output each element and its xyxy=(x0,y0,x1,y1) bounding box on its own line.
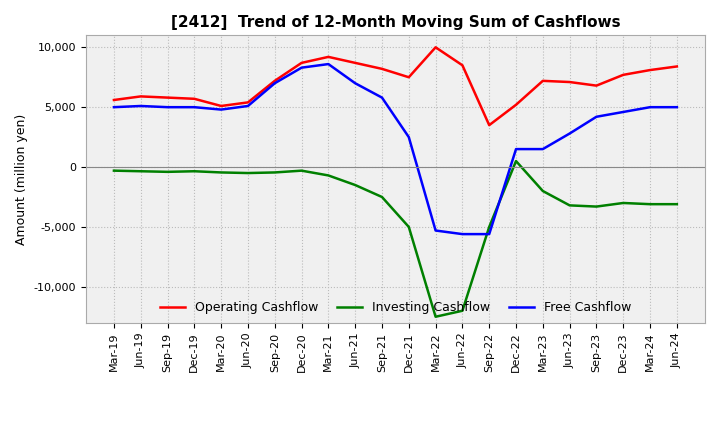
Free Cashflow xyxy=(646,105,654,110)
Y-axis label: Amount (million yen): Amount (million yen) xyxy=(15,114,28,245)
Investing Cashflow xyxy=(190,169,199,174)
Operating Cashflow xyxy=(619,72,628,77)
Free Cashflow xyxy=(405,135,413,140)
Title: [2412]  Trend of 12-Month Moving Sum of Cashflows: [2412] Trend of 12-Month Moving Sum of C… xyxy=(171,15,620,30)
Operating Cashflow xyxy=(539,78,547,84)
Investing Cashflow xyxy=(109,168,118,173)
Investing Cashflow xyxy=(485,224,493,230)
Operating Cashflow xyxy=(485,122,493,128)
Operating Cashflow xyxy=(243,100,252,105)
Operating Cashflow xyxy=(672,64,681,69)
Free Cashflow xyxy=(351,81,359,86)
Operating Cashflow xyxy=(378,66,387,72)
Investing Cashflow xyxy=(217,170,225,175)
Investing Cashflow xyxy=(351,182,359,187)
Operating Cashflow xyxy=(592,83,600,88)
Operating Cashflow xyxy=(646,67,654,73)
Investing Cashflow xyxy=(565,203,574,208)
Free Cashflow xyxy=(190,105,199,110)
Investing Cashflow xyxy=(539,188,547,194)
Free Cashflow xyxy=(163,105,172,110)
Operating Cashflow xyxy=(324,54,333,59)
Line: Investing Cashflow: Investing Cashflow xyxy=(114,161,677,317)
Investing Cashflow xyxy=(271,170,279,175)
Operating Cashflow xyxy=(458,62,467,68)
Operating Cashflow xyxy=(405,75,413,80)
Operating Cashflow xyxy=(163,95,172,100)
Free Cashflow xyxy=(485,231,493,237)
Free Cashflow xyxy=(136,103,145,109)
Investing Cashflow xyxy=(405,224,413,230)
Free Cashflow xyxy=(271,81,279,86)
Operating Cashflow xyxy=(190,96,199,102)
Operating Cashflow xyxy=(136,94,145,99)
Operating Cashflow xyxy=(565,79,574,84)
Investing Cashflow xyxy=(378,194,387,200)
Free Cashflow xyxy=(565,131,574,136)
Free Cashflow xyxy=(431,228,440,233)
Investing Cashflow xyxy=(592,204,600,209)
Free Cashflow xyxy=(512,147,521,152)
Free Cashflow xyxy=(324,62,333,67)
Investing Cashflow xyxy=(512,158,521,164)
Free Cashflow xyxy=(592,114,600,119)
Investing Cashflow xyxy=(458,308,467,313)
Investing Cashflow xyxy=(672,202,681,207)
Free Cashflow xyxy=(378,95,387,100)
Free Cashflow xyxy=(619,109,628,114)
Investing Cashflow xyxy=(243,170,252,176)
Operating Cashflow xyxy=(512,102,521,107)
Free Cashflow xyxy=(217,107,225,112)
Investing Cashflow xyxy=(646,202,654,207)
Free Cashflow xyxy=(243,103,252,109)
Operating Cashflow xyxy=(217,103,225,109)
Investing Cashflow xyxy=(619,200,628,205)
Investing Cashflow xyxy=(297,168,306,173)
Operating Cashflow xyxy=(351,60,359,66)
Operating Cashflow xyxy=(271,78,279,84)
Free Cashflow xyxy=(458,231,467,237)
Legend: Operating Cashflow, Investing Cashflow, Free Cashflow: Operating Cashflow, Investing Cashflow, … xyxy=(155,297,636,319)
Operating Cashflow xyxy=(109,97,118,103)
Free Cashflow xyxy=(539,147,547,152)
Investing Cashflow xyxy=(163,169,172,175)
Operating Cashflow xyxy=(431,45,440,50)
Free Cashflow xyxy=(297,65,306,70)
Free Cashflow xyxy=(672,105,681,110)
Operating Cashflow xyxy=(297,60,306,66)
Investing Cashflow xyxy=(431,314,440,319)
Free Cashflow xyxy=(109,105,118,110)
Line: Operating Cashflow: Operating Cashflow xyxy=(114,48,677,125)
Investing Cashflow xyxy=(136,169,145,174)
Investing Cashflow xyxy=(324,173,333,178)
Line: Free Cashflow: Free Cashflow xyxy=(114,64,677,234)
